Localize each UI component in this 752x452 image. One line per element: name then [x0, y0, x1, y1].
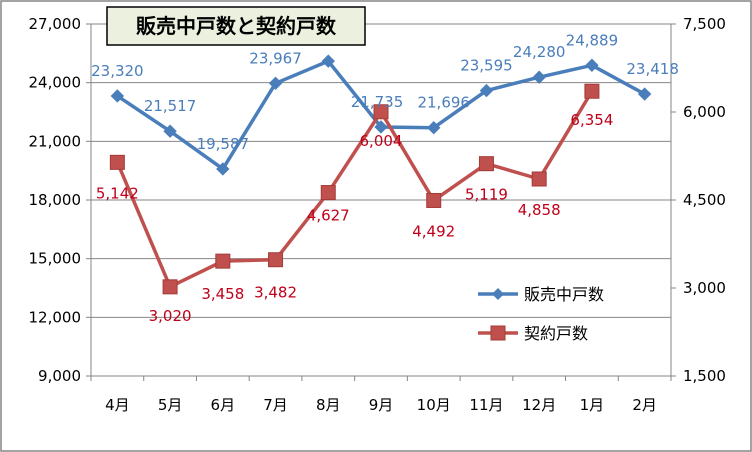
x-tick-label: 8月	[316, 396, 341, 414]
data-point	[320, 185, 336, 201]
data-point	[109, 154, 125, 170]
y-left-tick-label: 9,000	[38, 367, 81, 385]
y-right-tick-label: 4,500	[683, 191, 726, 209]
data-label: 19,587	[197, 135, 250, 153]
series-line-contracts	[115, 90, 594, 289]
data-point	[478, 156, 494, 172]
data-label: 23,967	[249, 49, 302, 67]
title-box	[106, 6, 366, 46]
legend-label: 契約戸数	[524, 324, 588, 343]
chart-title: 販売中戸数と契約戸数	[136, 14, 337, 38]
x-tick-label: 7月	[263, 396, 288, 414]
data-point	[163, 124, 177, 138]
x-tick-label: 10月	[417, 396, 451, 414]
x-tick-label: 6月	[211, 396, 236, 414]
data-label: 5,119	[465, 186, 508, 204]
x-tick-label: 9月	[369, 396, 394, 414]
axes: 9,000 12,000 15,000 18,000 21,000 24,000 27,00…	[29, 15, 726, 414]
data-point	[426, 192, 442, 208]
data-point	[532, 70, 546, 84]
legend-marker	[490, 325, 506, 341]
data-point	[268, 252, 284, 268]
data-label: 3,482	[254, 284, 297, 302]
data-point	[374, 120, 388, 134]
y-left-tick-label: 18,000	[29, 191, 82, 209]
y-left-tick-label: 21,000	[29, 132, 82, 150]
data-label: 5,142	[96, 184, 139, 202]
data-point	[216, 162, 230, 176]
data-label: 4,858	[518, 201, 561, 219]
data-label: 3,020	[149, 307, 192, 325]
legend-label: 販売中戸数	[524, 285, 604, 304]
y-left-tick-label: 24,000	[29, 74, 82, 92]
x-tick-label: 5月	[158, 396, 183, 414]
data-point	[373, 104, 389, 120]
data-label: 21,517	[144, 97, 197, 115]
y-right-tick-label: 3,000	[683, 279, 726, 297]
y-right-tick-label: 7,500	[683, 15, 726, 33]
data-label: 6,004	[360, 132, 403, 150]
data-point	[162, 279, 178, 295]
x-tick-label: 12月	[522, 396, 556, 414]
data-label: 4,627	[307, 207, 350, 225]
y-right-tick-label: 6,000	[683, 103, 726, 121]
data-point	[585, 58, 599, 72]
data-point	[427, 121, 441, 135]
data-label: 21,735	[351, 93, 404, 111]
y-left-tick-label: 15,000	[29, 250, 82, 268]
gridlines	[91, 23, 671, 318]
data-label: 23,418	[626, 60, 679, 78]
data-label: 21,696	[417, 94, 470, 112]
x-tick-label: 1月	[580, 396, 605, 414]
series-layer	[109, 54, 652, 295]
legend-marker	[492, 288, 504, 300]
data-point	[321, 54, 335, 68]
x-tick-label: 11月	[469, 396, 503, 414]
data-point	[110, 89, 125, 103]
data-point	[531, 171, 547, 187]
x-tick-label: 4月	[105, 396, 130, 414]
data-point	[215, 253, 231, 269]
data-point	[584, 83, 600, 99]
data-label: 23,595	[460, 57, 513, 75]
data-label: 24,280	[513, 43, 566, 61]
data-label: 23,320	[91, 62, 144, 80]
y-right-tick-label: 1,500	[683, 367, 726, 385]
data-point	[268, 76, 283, 91]
data-label: 6,354	[570, 111, 613, 129]
data-label: 24,889	[566, 31, 619, 49]
data-point	[479, 83, 494, 98]
chart-title-box: 販売中戸数と契約戸数	[106, 6, 366, 46]
y-left-tick-label: 12,000	[29, 308, 82, 326]
y-left-tick-label: 27,000	[29, 15, 82, 33]
data-point	[637, 87, 652, 101]
x-tick-label: 2月	[632, 396, 657, 414]
data-label: 3,458	[201, 285, 244, 303]
data-label: 4,492	[412, 222, 455, 240]
